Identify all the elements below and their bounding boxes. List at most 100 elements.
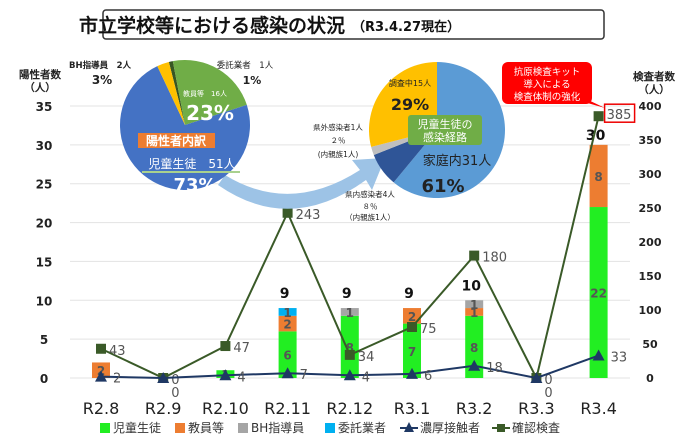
line-value-label: 0 — [544, 386, 552, 401]
line-value-label: 0 — [544, 373, 552, 388]
y-left-tick-label: 20 — [36, 217, 53, 231]
y-left-axis-label: （人） — [24, 81, 56, 94]
line-value-label: 0 — [171, 386, 179, 401]
bar-value-label: 1 — [283, 306, 291, 320]
bar-segment — [278, 331, 297, 378]
x-tick-label: R2.12 — [326, 399, 373, 418]
bar-value-label: 22 — [590, 287, 607, 301]
callout-text: 検査体制の強化 — [514, 91, 581, 103]
bar-segment — [403, 323, 421, 378]
pie-label: 児童生徒の — [418, 117, 473, 131]
x-tick-label: R2.11 — [264, 399, 311, 418]
bar-value-label: 8 — [346, 341, 354, 355]
line-value-label: 385 — [607, 108, 632, 123]
bar-value-label: 1 — [346, 306, 354, 320]
pie-label: 県内感染者4人 — [345, 189, 395, 199]
pie-label: 23% — [186, 101, 234, 125]
y-right-tick-label: 250 — [639, 202, 662, 215]
y-left-tick-label: 35 — [36, 100, 53, 114]
y-left-tick-label: 30 — [36, 139, 53, 153]
y-right-axis-label: 検査者数 — [633, 70, 675, 83]
pie-label: 73% — [173, 175, 216, 196]
bar-segment — [465, 308, 484, 316]
legend-swatch — [238, 423, 248, 433]
line-marker-square — [96, 343, 106, 354]
line-value-label: 180 — [482, 251, 507, 266]
bar-value-label: 1 — [470, 298, 478, 312]
legend-swatch — [175, 423, 185, 433]
line-value-label: 7 — [300, 368, 308, 383]
pie-label: 調査中15人 — [389, 78, 431, 88]
pie-label: 委託業者 1人 — [217, 60, 274, 71]
pie-label: 61% — [421, 176, 464, 197]
pie-label: 29% — [391, 95, 429, 114]
line-marker-triangle — [157, 372, 170, 383]
bar-total-label: 9 — [404, 286, 414, 302]
line-value-label: 47 — [233, 341, 250, 356]
line-marker-triangle — [530, 372, 543, 383]
x-tick-label: R3.2 — [456, 399, 493, 418]
bar-value-label: 8 — [594, 170, 602, 184]
y-left-tick-label: 0 — [40, 372, 48, 386]
pie-slice — [119, 66, 250, 190]
y-left-tick-label: 10 — [36, 294, 53, 308]
pie-label: 児童生徒 51人 — [148, 156, 235, 171]
line-value-label: 43 — [109, 344, 126, 359]
line-value-label: 75 — [420, 322, 437, 337]
pie-label: 陽性者内訳 — [146, 133, 207, 148]
chart-subtitle: （R3.4.27現在） — [352, 19, 460, 35]
legend-marker-square — [497, 424, 505, 432]
title-box: 市立学校等における感染の状況 （R3.4.27現在） — [79, 9, 605, 40]
bar-value-label: 8 — [470, 341, 478, 355]
bar-segment — [278, 308, 297, 316]
bar-segment — [278, 315, 297, 332]
line-marker-triangle — [219, 369, 232, 381]
bar-segment — [465, 315, 484, 378]
pie-label: 家庭内31人 — [423, 153, 492, 169]
pie-label: 3% — [92, 73, 112, 87]
y-left-tick-label: 5 — [40, 333, 48, 347]
line-marker-triangle — [592, 349, 605, 361]
line-marker-triangle — [343, 369, 356, 381]
bar-total-label: 9 — [342, 286, 352, 302]
pie-slice — [168, 61, 185, 125]
callout-text: 抗原検査キット — [514, 66, 581, 78]
line-value-label: 2 — [113, 372, 121, 387]
highlight-box — [603, 103, 636, 123]
x-tick-label: R3.4 — [580, 399, 617, 418]
line-marker-square — [469, 250, 480, 261]
bar-total-label: 30 — [586, 128, 606, 144]
bar-value-label: 2 — [283, 318, 291, 332]
pie-slice — [157, 62, 185, 125]
x-tick-label: R2.8 — [83, 399, 120, 418]
y-right-tick-label: 50 — [642, 338, 658, 351]
y-right-tick-label: 100 — [639, 304, 662, 317]
line-marker-triangle — [95, 370, 107, 382]
legend: 児童生徒 教員等 BH指導員 委託業者 濃厚接触者 確認検査 — [100, 420, 560, 435]
axes: 05101520253035050100150200250300350400陽性… — [19, 68, 675, 418]
pie-label: ２％ — [331, 136, 346, 145]
y-right-axis-label: （人） — [638, 83, 670, 96]
line-value-label: 243 — [296, 208, 321, 223]
line-value-label: 6 — [424, 369, 432, 384]
bar-value-label: 2 — [408, 310, 416, 324]
bar-segment — [589, 144, 608, 208]
y-right-tick-label: 400 — [639, 100, 662, 113]
y-right-tick-label: 350 — [639, 134, 662, 147]
legend-label: 委託業者 — [338, 420, 386, 435]
line-marker-square — [593, 111, 604, 122]
pie-label: BH指導員 2人 — [69, 60, 132, 71]
line-marker-triangle — [406, 367, 418, 379]
line-marker-triangle — [281, 367, 294, 379]
y-left-axis-label: 陽性者数 — [19, 68, 61, 81]
y-right-tick-label: 0 — [646, 372, 654, 385]
legend-label: 確認検査 — [512, 420, 560, 435]
bar-segment — [92, 362, 110, 378]
pie-label: 1% — [243, 74, 262, 87]
legend-swatch — [325, 423, 335, 433]
pie-label: 感染経路 — [423, 130, 467, 144]
y-right-tick-label: 150 — [639, 270, 662, 283]
legend-label: 児童生徒 — [113, 420, 161, 435]
